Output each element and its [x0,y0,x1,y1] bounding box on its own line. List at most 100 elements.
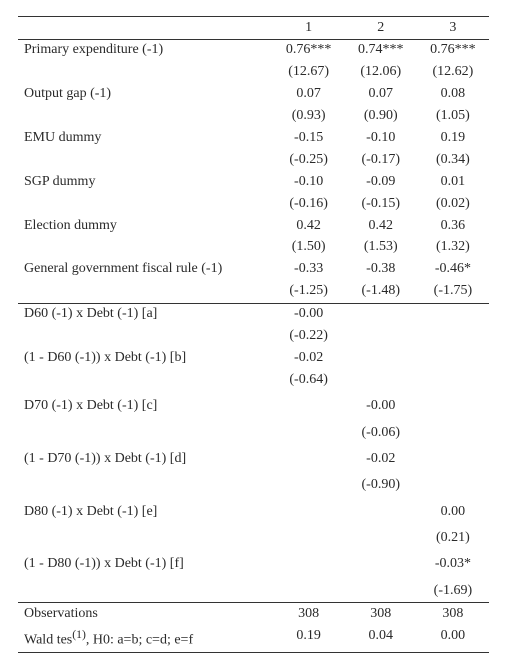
cell [417,347,489,369]
row-label: D70 (-1) x Debt (-1) [c] [18,391,273,417]
observations-row: Observations 308 308 308 [18,603,489,625]
col-header-3: 3 [417,17,489,39]
table-row-tstat: (-1.69) [18,576,489,603]
cell-t [273,418,345,444]
cell: -0.46* [417,259,489,281]
cell: -0.33 [273,259,345,281]
cell: 0.01 [417,171,489,193]
cell: 0.36 [417,215,489,237]
table-row-tstat: (1.50) (1.53) (1.32) [18,237,489,259]
wald-test-row: Wald tes(1), H0: a=b; c=d; e=f 0.19 0.04… [18,625,489,652]
table-header-row: 1 2 3 [18,17,489,39]
cell-t: (0.34) [417,149,489,171]
table-row: EMU dummy -0.15 -0.10 0.19 [18,127,489,149]
cell-t: (12.62) [417,62,489,84]
cell-t [345,523,417,549]
cell: 0.08 [417,84,489,106]
cell-t [273,470,345,496]
table-row: (1 - D70 (-1)) x Debt (-1) [d] -0.02 [18,444,489,470]
cell-t: (12.06) [345,62,417,84]
cell: 0.76*** [417,40,489,62]
table-row-tstat: (-1.25) (-1.48) (-1.75) [18,281,489,303]
table-row-tstat: (12.67) (12.06) (12.62) [18,62,489,84]
cell-t [417,325,489,347]
cell-t: (-1.25) [273,281,345,303]
row-label: (1 - D80 (-1)) x Debt (-1) [f] [18,549,273,575]
cell: 0.07 [345,84,417,106]
cell: -0.10 [345,127,417,149]
cell-t [417,418,489,444]
col-header-2: 2 [345,17,417,39]
table-row: Election dummy 0.42 0.42 0.36 [18,215,489,237]
cell-t: (1.53) [345,237,417,259]
cell-t: (1.32) [417,237,489,259]
table-row: Output gap (-1) 0.07 0.07 0.08 [18,84,489,106]
row-label: Primary expenditure (-1) [18,40,273,62]
cell: -0.38 [345,259,417,281]
table-row: D60 (-1) x Debt (-1) [a] -0.00 [18,304,489,326]
table-row: (1 - D80 (-1)) x Debt (-1) [f] -0.03* [18,549,489,575]
table-row-tstat: (-0.16) (-0.15) (0.02) [18,193,489,215]
cell: -0.03* [417,549,489,575]
cell-t [273,576,345,603]
cell-t: (-0.06) [345,418,417,444]
cell [345,549,417,575]
cell-t [273,523,345,549]
row-label: Election dummy [18,215,273,237]
row-label: Output gap (-1) [18,84,273,106]
cell-t [345,325,417,347]
cell [417,391,489,417]
cell: -0.02 [273,347,345,369]
cell-t: (0.93) [273,106,345,128]
row-label: General government fiscal rule (-1) [18,259,273,281]
cell-t: (0.90) [345,106,417,128]
cell: 0.07 [273,84,345,106]
row-label: (1 - D60 (-1)) x Debt (-1) [b] [18,347,273,369]
cell-t: (0.02) [417,193,489,215]
cell: -0.00 [273,304,345,326]
cell: 0.00 [417,497,489,523]
cell-t: (12.67) [273,62,345,84]
cell [345,304,417,326]
cell-t: (-0.22) [273,325,345,347]
cell-t: (1.05) [417,106,489,128]
cell [345,497,417,523]
cell-t: (-0.15) [345,193,417,215]
cell-t [417,369,489,391]
wald-label: Wald tes(1), H0: a=b; c=d; e=f [18,625,273,652]
table-row-tstat: (-0.64) [18,369,489,391]
cell-t: (-0.64) [273,369,345,391]
cell [345,347,417,369]
cell: 0.74*** [345,40,417,62]
cell-t: (-1.48) [345,281,417,303]
cell [417,444,489,470]
cell-t: (-1.69) [417,576,489,603]
cell: -0.09 [345,171,417,193]
table-row: General government fiscal rule (-1) -0.3… [18,259,489,281]
table-row: D80 (-1) x Debt (-1) [e] 0.00 [18,497,489,523]
cell: 0.76*** [273,40,345,62]
row-label: (1 - D70 (-1)) x Debt (-1) [d] [18,444,273,470]
table-row: Primary expenditure (-1) 0.76*** 0.74***… [18,40,489,62]
regression-table: 1 2 3 Primary expenditure (-1) 0.76*** 0… [18,16,489,653]
cell-t: (-0.25) [273,149,345,171]
cell [273,391,345,417]
cell-t: (-0.90) [345,470,417,496]
table-row-tstat: (0.93) (0.90) (1.05) [18,106,489,128]
cell [273,444,345,470]
table-row-tstat: (-0.90) [18,470,489,496]
table-row-tstat: (0.21) [18,523,489,549]
cell [273,549,345,575]
cell-t: (1.50) [273,237,345,259]
row-label: D80 (-1) x Debt (-1) [e] [18,497,273,523]
cell-t: (-0.17) [345,149,417,171]
cell: -0.15 [273,127,345,149]
cell-t [345,369,417,391]
table-row-tstat: (-0.06) [18,418,489,444]
table-row-tstat: (-0.22) [18,325,489,347]
cell-t [345,576,417,603]
cell: 0.42 [273,215,345,237]
row-label: D60 (-1) x Debt (-1) [a] [18,304,273,326]
cell-t [417,470,489,496]
cell-t: (-1.75) [417,281,489,303]
